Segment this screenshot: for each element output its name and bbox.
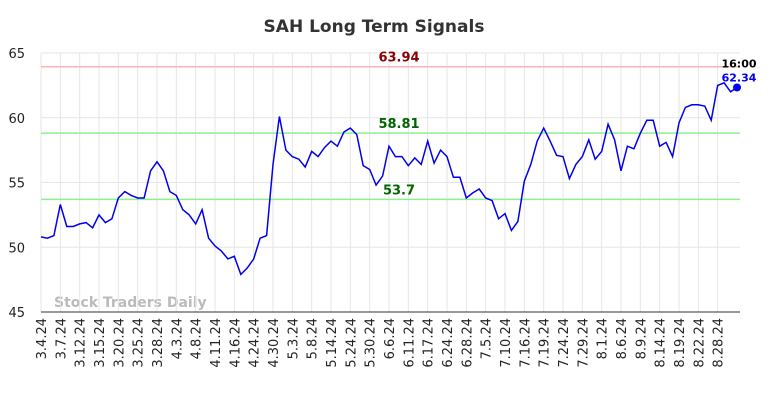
y-tick-label: 60 xyxy=(8,112,25,127)
x-tick-label: 3.25.24 xyxy=(132,318,147,368)
x-tick-label: 7.5.24 xyxy=(480,318,495,359)
x-tick-label: 8.1.24 xyxy=(596,318,611,359)
x-tick-label: 4.3.24 xyxy=(170,318,185,359)
y-tick-label: 50 xyxy=(8,241,25,256)
x-tick-label: 4.16.24 xyxy=(228,318,243,368)
x-tick-label: 7.24.24 xyxy=(557,318,572,368)
signal-label: 63.94 xyxy=(378,51,419,66)
y-tick-label: 55 xyxy=(8,177,25,192)
x-tick-label: 7.19.24 xyxy=(538,318,553,368)
signal-label: 53.7 xyxy=(383,183,415,198)
x-tick-label: 6.24.24 xyxy=(441,318,456,368)
x-tick-label: 5.30.24 xyxy=(364,318,379,368)
y-tick-label: 65 xyxy=(8,47,25,62)
x-tick-label: 7.29.24 xyxy=(576,318,591,368)
x-tick-label: 4.30.24 xyxy=(267,318,282,368)
x-tick-label: 8.9.24 xyxy=(634,318,649,359)
watermark: Stock Traders Daily xyxy=(54,295,207,311)
x-tick-label: 4.11.24 xyxy=(209,318,224,368)
x-tick-label: 8.14.24 xyxy=(654,318,669,368)
x-tick-label: 7.10.24 xyxy=(499,318,514,368)
x-tick-label: 8.28.24 xyxy=(712,318,727,368)
signal-label: 58.81 xyxy=(378,117,419,132)
x-tick-label: 5.3.24 xyxy=(286,318,301,359)
x-tick-label: 6.6.24 xyxy=(383,318,398,359)
x-tick-label: 5.8.24 xyxy=(306,318,321,359)
x-tick-label: 6.28.24 xyxy=(460,318,475,368)
price-line xyxy=(40,81,738,276)
x-tick-label: 6.17.24 xyxy=(422,318,437,368)
x-tick-label: 3.20.24 xyxy=(112,318,127,368)
x-tick-label: 8.6.24 xyxy=(615,318,630,359)
last-point xyxy=(733,83,741,92)
last-value-label: 62.34 xyxy=(722,71,757,84)
chart-title: SAH Long Term Signals xyxy=(264,17,485,37)
x-tick-label: 4.8.24 xyxy=(190,318,205,359)
x-tick-label: 3.12.24 xyxy=(74,318,89,368)
x-tick-label: 5.14.24 xyxy=(325,318,340,368)
x-tick-label: 3.28.24 xyxy=(151,318,166,368)
x-tick-label: 3.15.24 xyxy=(93,318,108,368)
x-tick-label: 7.16.24 xyxy=(518,318,533,368)
x-tick-label: 5.24.24 xyxy=(344,318,359,368)
x-tick-label: 8.19.24 xyxy=(673,318,688,368)
y-tick-label: 45 xyxy=(8,306,25,321)
x-tick-label: 6.11.24 xyxy=(402,318,417,368)
last-time-label: 16:00 xyxy=(721,57,756,70)
x-tick-label: 3.7.24 xyxy=(54,318,69,359)
x-tick-label: 8.22.24 xyxy=(692,318,707,368)
x-tick-label: 3.4.24 xyxy=(35,318,50,359)
x-tick-label: 4.24.24 xyxy=(248,318,263,368)
